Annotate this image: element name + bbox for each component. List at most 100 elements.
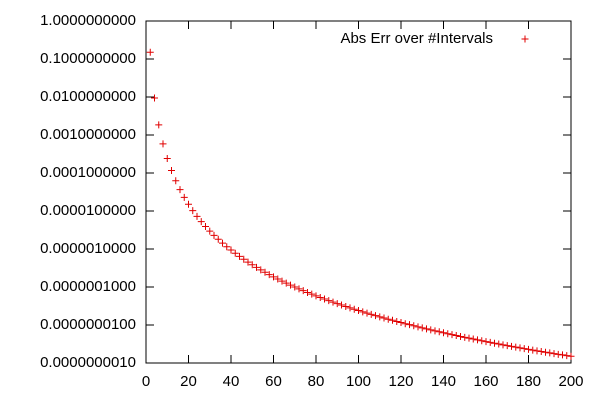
point bbox=[427, 326, 435, 334]
y-tick-label: 0.0000000010 bbox=[40, 354, 136, 371]
x-tick-label: 20 bbox=[180, 373, 197, 390]
point bbox=[282, 279, 290, 287]
point bbox=[338, 301, 345, 309]
point bbox=[448, 331, 456, 339]
x-tick-label: 60 bbox=[265, 373, 282, 390]
point bbox=[389, 316, 396, 324]
point bbox=[554, 350, 562, 358]
y-tick-label: 0.0001000000 bbox=[40, 164, 136, 181]
point bbox=[265, 271, 273, 279]
point bbox=[287, 281, 294, 289]
point bbox=[469, 335, 477, 343]
point bbox=[397, 319, 405, 327]
point bbox=[231, 249, 239, 257]
point bbox=[321, 295, 328, 303]
point bbox=[146, 48, 154, 56]
point bbox=[210, 231, 218, 239]
point bbox=[185, 200, 192, 208]
point bbox=[503, 342, 511, 350]
point bbox=[329, 298, 337, 306]
point bbox=[431, 327, 439, 335]
point bbox=[380, 314, 388, 322]
point bbox=[457, 332, 464, 340]
point bbox=[406, 321, 413, 329]
y-tick-label: 0.1000000000 bbox=[40, 50, 136, 67]
x-tick-label: 140 bbox=[431, 373, 456, 390]
point bbox=[537, 348, 545, 356]
point bbox=[491, 339, 498, 347]
y-tick-label: 1.0000000000 bbox=[40, 12, 136, 29]
point bbox=[550, 350, 558, 358]
point bbox=[418, 324, 426, 332]
point bbox=[393, 317, 401, 325]
point bbox=[512, 343, 520, 351]
point bbox=[236, 252, 243, 260]
point bbox=[559, 351, 566, 359]
x-tick-label: 160 bbox=[473, 373, 498, 390]
point bbox=[508, 342, 515, 350]
point bbox=[516, 344, 524, 352]
point bbox=[214, 235, 222, 243]
point bbox=[299, 287, 307, 295]
point bbox=[495, 340, 503, 348]
point bbox=[206, 227, 214, 235]
y-tick-label: 0.0000010000 bbox=[40, 240, 136, 257]
point bbox=[414, 323, 422, 331]
point bbox=[278, 277, 286, 285]
point bbox=[423, 325, 430, 333]
point bbox=[567, 352, 575, 360]
point bbox=[274, 275, 282, 283]
point bbox=[193, 212, 201, 220]
point bbox=[401, 320, 409, 328]
point bbox=[176, 186, 184, 194]
point bbox=[372, 312, 379, 320]
point bbox=[444, 330, 452, 338]
point bbox=[159, 140, 167, 148]
point bbox=[452, 332, 460, 340]
point bbox=[316, 293, 324, 301]
point bbox=[240, 255, 248, 263]
point bbox=[248, 261, 256, 269]
point bbox=[342, 302, 350, 310]
point bbox=[482, 338, 490, 346]
point bbox=[291, 283, 299, 291]
point bbox=[363, 309, 371, 317]
legend-label: Abs Err over #Intervals bbox=[340, 30, 493, 47]
point bbox=[542, 348, 549, 356]
y-tick-label: 0.0010000000 bbox=[40, 126, 136, 143]
point bbox=[533, 347, 541, 355]
point bbox=[261, 268, 269, 276]
point bbox=[312, 292, 320, 300]
x-tick-label: 120 bbox=[388, 373, 413, 390]
point bbox=[202, 223, 209, 231]
y-tick-label: 0.0000100000 bbox=[40, 202, 136, 219]
point bbox=[478, 337, 486, 345]
point bbox=[499, 341, 507, 349]
point bbox=[525, 345, 532, 353]
point bbox=[563, 352, 571, 360]
point bbox=[440, 329, 447, 337]
point bbox=[346, 304, 354, 312]
point bbox=[189, 207, 197, 215]
point bbox=[219, 239, 226, 247]
point bbox=[253, 263, 260, 271]
point bbox=[520, 345, 528, 353]
point bbox=[333, 300, 341, 308]
point bbox=[410, 322, 418, 330]
point bbox=[355, 307, 362, 315]
point bbox=[180, 193, 188, 201]
point bbox=[474, 336, 481, 344]
point bbox=[384, 315, 392, 323]
plot-frame bbox=[145, 20, 572, 364]
legend-marker bbox=[521, 35, 529, 43]
point bbox=[197, 218, 205, 226]
point bbox=[461, 333, 469, 341]
point bbox=[295, 285, 303, 293]
point bbox=[270, 273, 277, 281]
x-tick-label: 40 bbox=[223, 373, 240, 390]
x-tick-label: 180 bbox=[516, 373, 541, 390]
x-tick-label: 200 bbox=[558, 373, 583, 390]
point bbox=[529, 346, 537, 354]
y-tick-label: 0.0000000100 bbox=[40, 316, 136, 333]
